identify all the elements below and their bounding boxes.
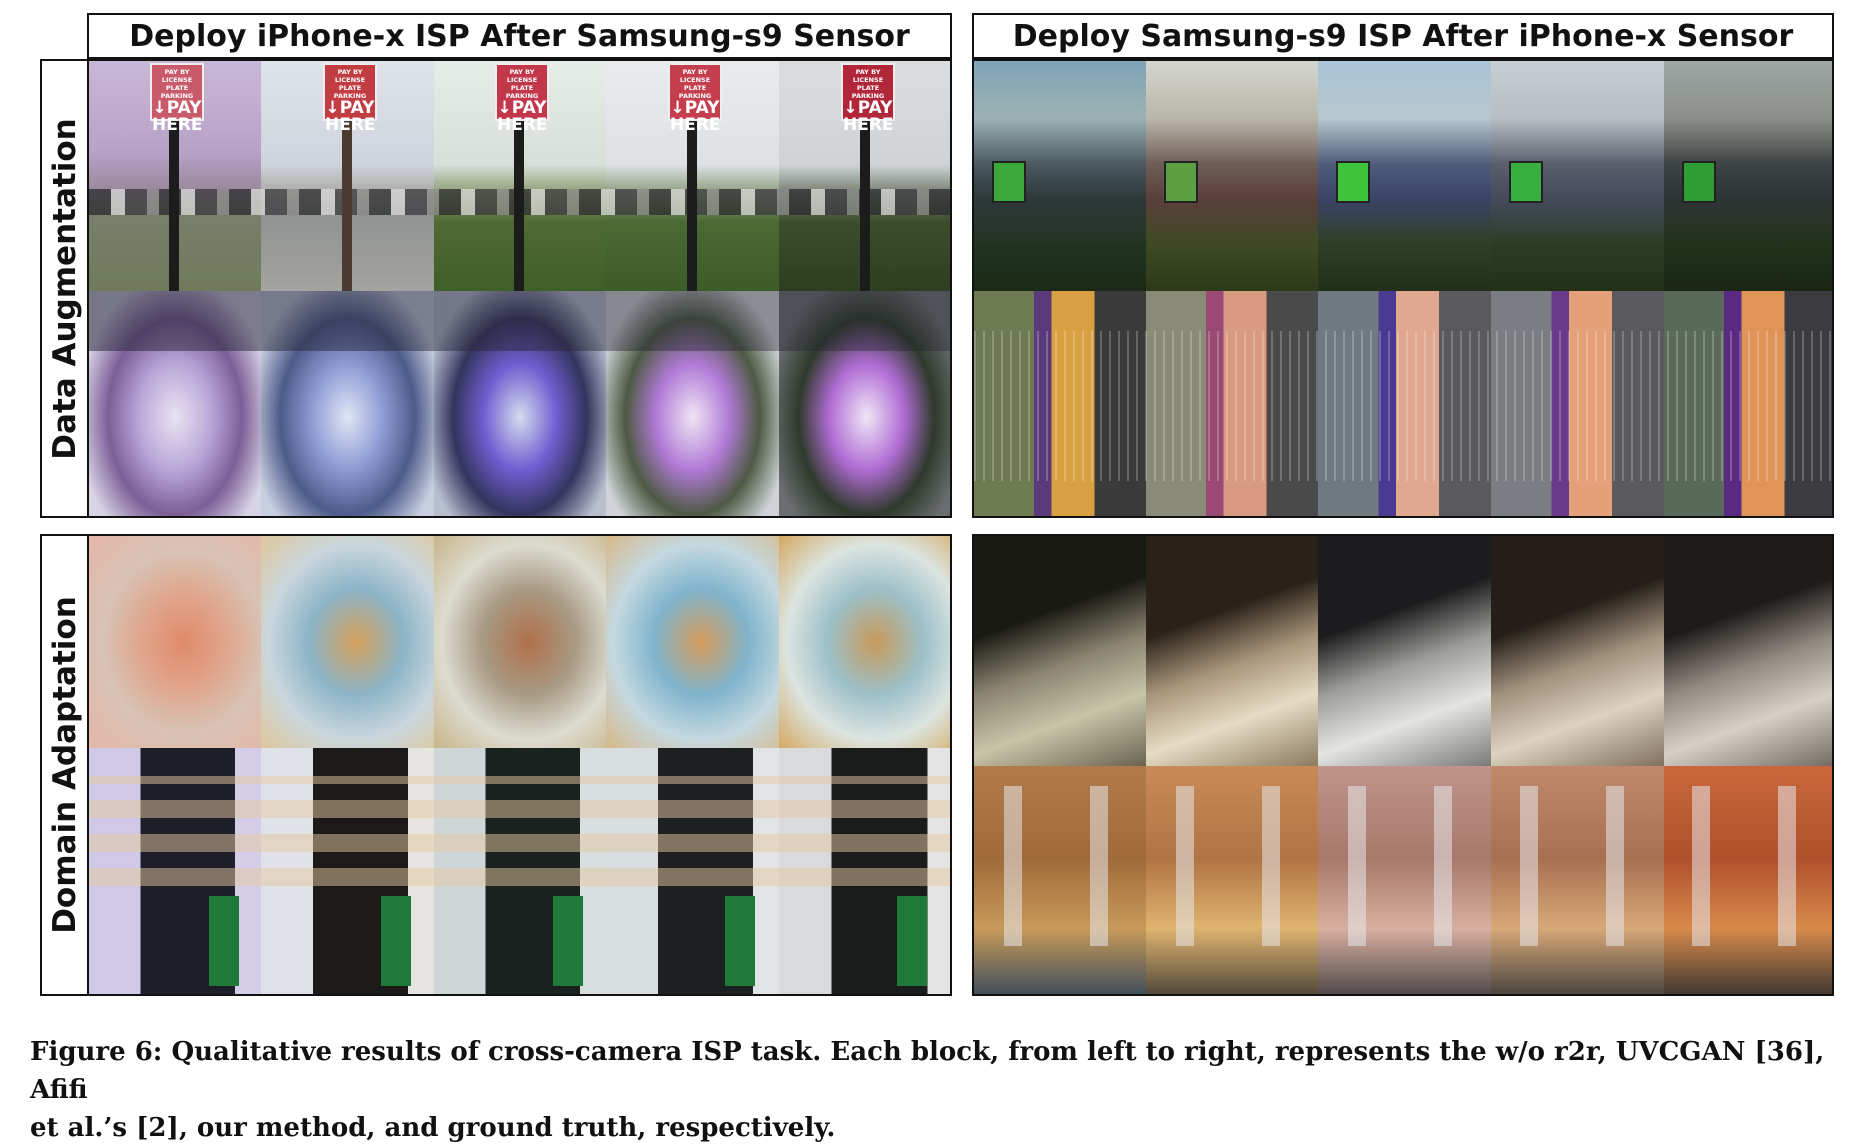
- thumb-map-ours: [606, 536, 779, 748]
- panel-top-right: [972, 59, 1834, 518]
- parking-sign: PAY BY LICENSE PLATE PARKING ↓PAY HERE: [323, 63, 377, 134]
- sign-pole: [687, 116, 697, 291]
- row-label-text: Data Augmentation: [46, 117, 83, 460]
- thumb-map-afifi: [434, 536, 606, 748]
- parking-sign-small: PAY BY LICENSE PLATE PARKING: [160, 68, 194, 100]
- parking-sign-small: PAY BY LICENSE PLATE PARKING: [851, 68, 885, 100]
- thumb-storefront-ours: [1491, 291, 1664, 516]
- parking-sign-pay: PAY: [857, 98, 893, 118]
- green-sign: [1336, 161, 1370, 203]
- parking-sign-small: PAY BY LICENSE PLATE PARKING: [505, 68, 539, 100]
- parking-sign: PAY BY LICENSE PLATE PARKING ↓PAY HERE: [668, 63, 722, 134]
- parking-sign: PAY BY LICENSE PLATE PARKING ↓PAY HERE: [150, 63, 204, 134]
- parking-sign-pay: PAY: [339, 98, 375, 118]
- green-sign: [1164, 161, 1198, 203]
- parking-sign-pay: PAY: [684, 98, 720, 118]
- thumb-storefront-ground-truth: [1664, 291, 1832, 516]
- thumb-storefront-wo-r2r: [974, 291, 1146, 516]
- parking-sign-arrow: ↓: [670, 98, 685, 118]
- green-sign: [1682, 161, 1716, 203]
- parking-sign-here: HERE: [325, 115, 376, 135]
- row-label-text: Domain Adaptation: [46, 596, 83, 934]
- green-sign: [992, 161, 1026, 203]
- parking-sign-here: HERE: [152, 115, 203, 135]
- right-block-title-text: Deploy Samsung-s9 ISP After iPhone-x Sen…: [1012, 18, 1794, 54]
- sign-pole: [342, 116, 352, 291]
- left-block-title-text: Deploy iPhone-x ISP After Samsung-s9 Sen…: [129, 18, 910, 54]
- thumb-corridor-uvcgan: [1146, 536, 1318, 766]
- thumb-corridor-wo-r2r: [974, 536, 1146, 766]
- sign-pole: [860, 116, 870, 291]
- panel-bottom-right: [972, 534, 1834, 996]
- thumb-corridor-ground-truth: [1664, 536, 1832, 766]
- panel-top-left: PAY BY LICENSE PLATE PARKING ↓PAY HERE P…: [87, 59, 952, 518]
- figure-caption: Figure 6: Qualitative results of cross-c…: [30, 1033, 1840, 1143]
- row-label-data-augmentation: Data Augmentation: [40, 59, 89, 518]
- storefront-grille: [974, 331, 1832, 481]
- parking-sign-arrow: ↓: [497, 98, 512, 118]
- right-block-title: Deploy Samsung-s9 ISP After iPhone-x Sen…: [972, 13, 1834, 59]
- thumb-corridor-afifi: [1318, 536, 1491, 766]
- thumb-storefront-uvcgan: [1146, 291, 1318, 516]
- parking-sign-here: HERE: [843, 115, 894, 135]
- brick-windows: [974, 786, 1832, 946]
- parking-sign-arrow: ↓: [325, 98, 340, 118]
- building-shadow: [89, 291, 950, 351]
- panel-bottom-left: [87, 534, 952, 996]
- thumb-map-ground-truth: [779, 536, 950, 748]
- sign-pole: [169, 116, 179, 291]
- thumb-storefront-afifi: [1318, 291, 1491, 516]
- sign-pole: [514, 116, 524, 291]
- parking-sign-arrow: ↓: [152, 98, 167, 118]
- parking-sign: PAY BY LICENSE PLATE PARKING ↓PAY HERE: [841, 63, 895, 134]
- parking-sign-small: PAY BY LICENSE PLATE PARKING: [333, 68, 367, 100]
- green-sign: [1509, 161, 1543, 203]
- thumb-corridor-ours: [1491, 536, 1664, 766]
- thumb-map-wo-r2r: [89, 536, 261, 748]
- parking-sign-here: HERE: [497, 115, 548, 135]
- parking-sign-pay: PAY: [511, 98, 547, 118]
- parking-sign-arrow: ↓: [843, 98, 858, 118]
- parking-sign-small: PAY BY LICENSE PLATE PARKING: [678, 68, 712, 100]
- thumb-map-uvcgan: [261, 536, 434, 748]
- row-label-domain-adaptation: Domain Adaptation: [40, 534, 89, 996]
- subway-green-band: [89, 896, 950, 986]
- caption-line-2: et al.’s [2], our method, and ground tru…: [30, 1113, 836, 1143]
- caption-line-1: Figure 6: Qualitative results of cross-c…: [30, 1037, 1825, 1105]
- parking-sign: PAY BY LICENSE PLATE PARKING ↓PAY HERE: [495, 63, 549, 134]
- subway-windows: [89, 776, 950, 886]
- parking-sign-pay: PAY: [166, 98, 202, 118]
- left-block-title: Deploy iPhone-x ISP After Samsung-s9 Sen…: [87, 13, 952, 59]
- parking-sign-here: HERE: [670, 115, 721, 135]
